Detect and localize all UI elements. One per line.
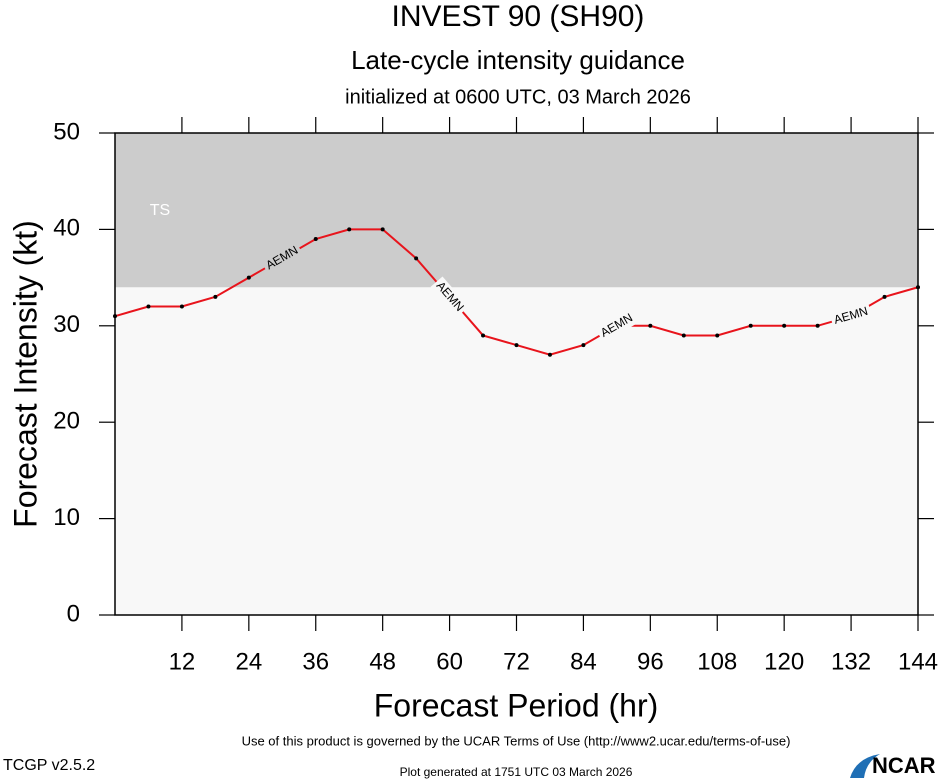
x-tick-label: 120 (764, 648, 804, 675)
x-tick-label: 72 (503, 648, 530, 675)
data-point (648, 323, 653, 328)
x-tick-label: 36 (302, 648, 329, 675)
data-point (481, 333, 486, 338)
data-point (246, 275, 251, 280)
logo: NCAR (872, 753, 936, 778)
y-tick-label: 40 (53, 215, 80, 242)
chart-subtitle: Late-cycle intensity guidance (351, 45, 685, 75)
data-point (815, 323, 820, 328)
data-point (347, 227, 352, 232)
init-text: initialized at 0600 UTC, 03 March 2026 (345, 86, 691, 108)
y-tick-label: 0 (67, 600, 80, 627)
data-point (414, 256, 419, 261)
band-label: TS (150, 202, 170, 219)
y-tick-label: 20 (53, 408, 80, 435)
data-point (681, 333, 686, 338)
generated-text: Plot generated at 1751 UTC 03 March 2026 (400, 765, 633, 779)
x-tick-label: 84 (570, 648, 597, 675)
x-tick-label: 96 (637, 648, 664, 675)
data-point (547, 352, 552, 357)
data-point (715, 333, 720, 338)
data-point (514, 343, 519, 348)
label-gap (829, 302, 873, 330)
x-tick-label: 132 (831, 648, 871, 675)
version: TCGP v2.5.2 (3, 757, 95, 774)
x-tick-label: 108 (697, 648, 737, 675)
data-point (882, 294, 887, 299)
label-gap (430, 276, 469, 318)
y-tick-label: 30 (53, 311, 80, 338)
data-point (146, 304, 151, 309)
intensity-band (115, 133, 918, 288)
x-tick-label: 144 (898, 648, 938, 675)
chart-title: INVEST 90 (SH90) (392, 0, 645, 33)
data-point (581, 343, 586, 348)
logo-mark (850, 754, 880, 778)
x-tick-label: 12 (169, 648, 196, 675)
data-point (313, 237, 318, 242)
data-point (213, 294, 218, 299)
y-tick-label: 10 (53, 504, 80, 531)
y-axis-label: Forecast Intensity (kt) (7, 220, 43, 528)
data-point (113, 314, 117, 319)
data-point (782, 323, 787, 328)
label-gap (595, 308, 639, 343)
x-tick-label: 48 (369, 648, 396, 675)
data-point (179, 304, 184, 309)
y-tick-label: 50 (53, 118, 80, 145)
x-axis-label: Forecast Period (hr) (374, 687, 659, 723)
label-gap (260, 241, 304, 276)
footer: Use of this product is governed by the U… (242, 733, 791, 748)
data-point (380, 227, 385, 232)
data-point (916, 285, 920, 290)
x-tick-label: 24 (235, 648, 262, 675)
x-tick-label: 60 (436, 648, 463, 675)
data-point (748, 323, 753, 328)
